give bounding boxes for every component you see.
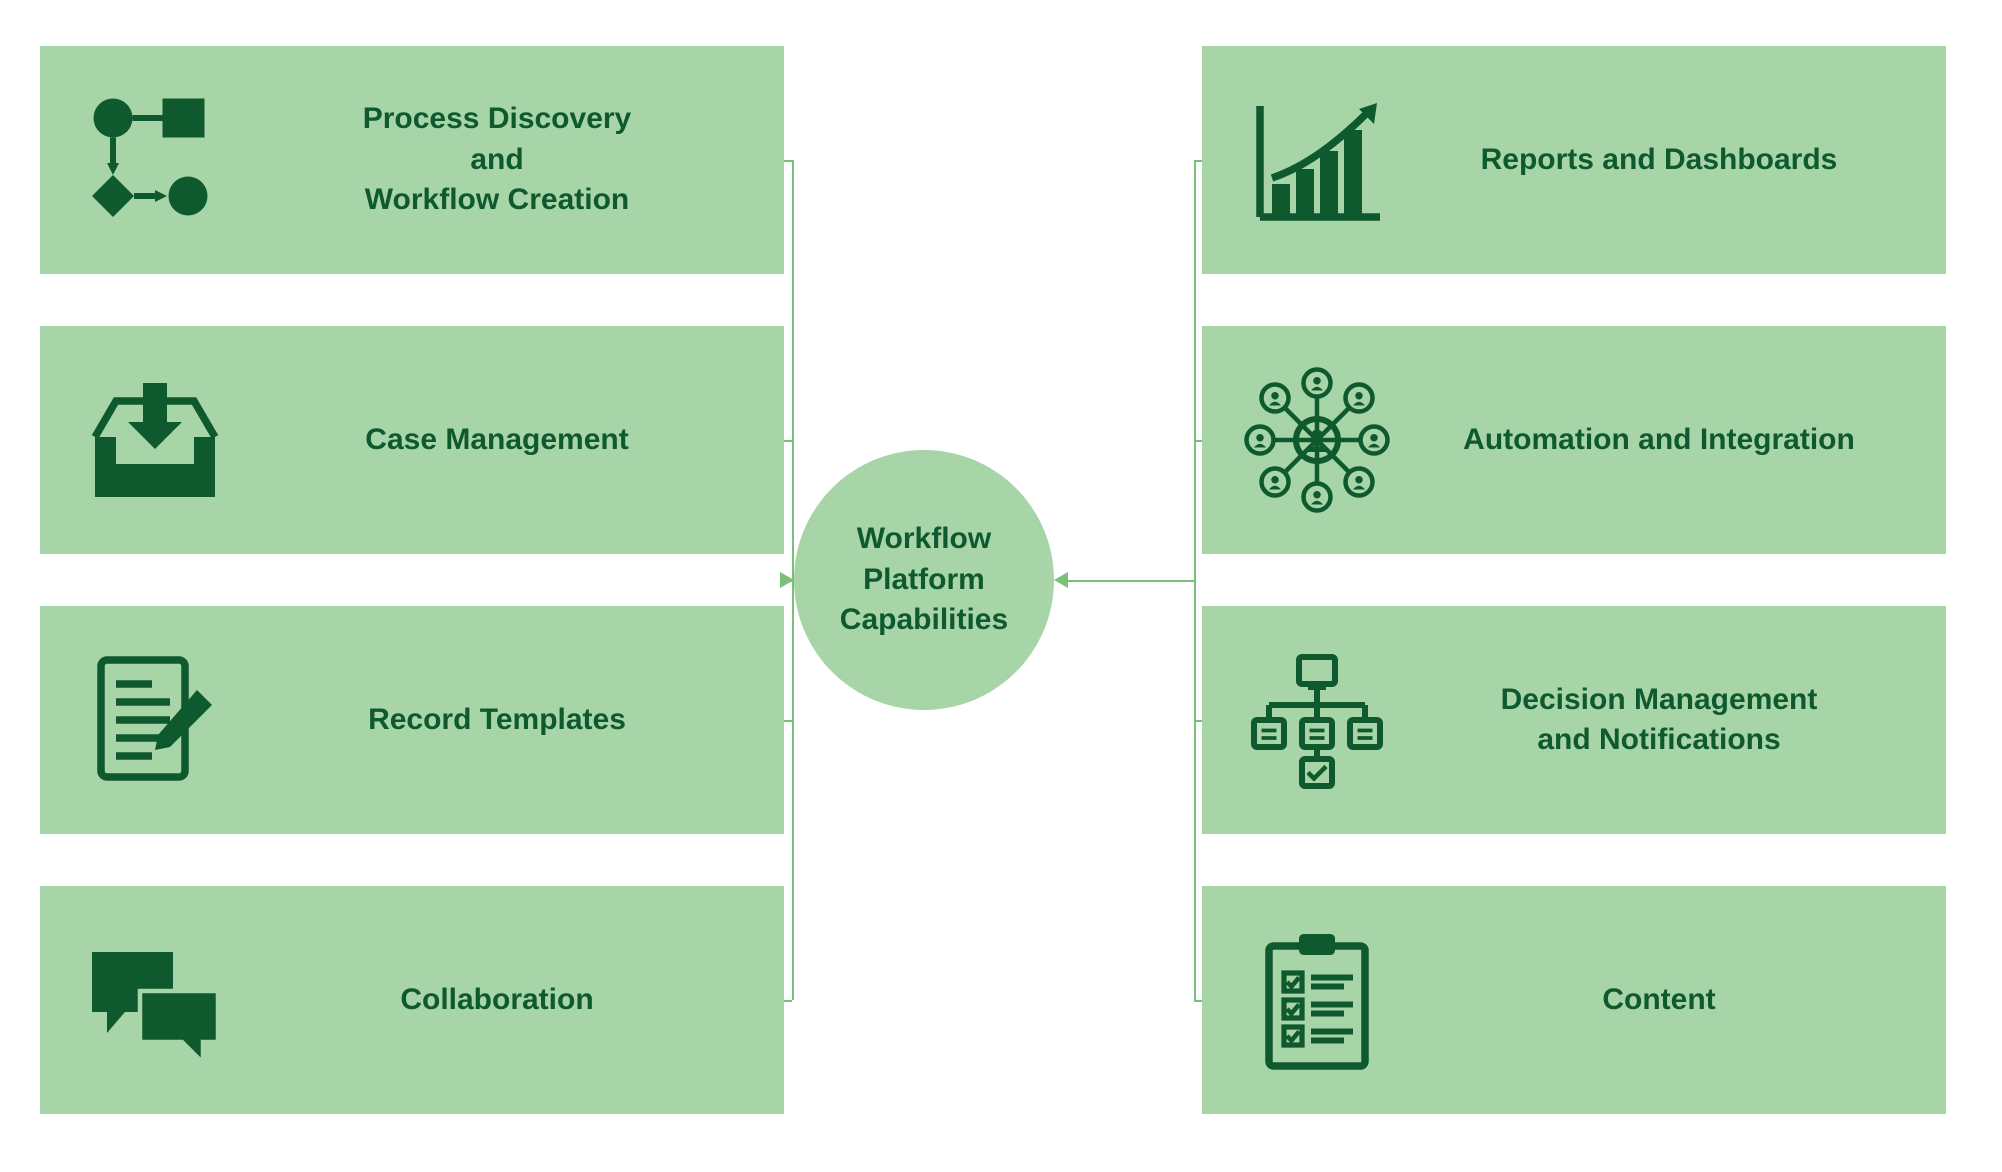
stub-left [780,580,792,582]
card-right-2-label: Decision Managementand Notifications [1402,680,1916,761]
connector-left-1 [784,440,792,442]
center-hub: Workflow PlatformCapabilities [794,450,1054,710]
card-left-1: Case Management [40,326,784,554]
card-right-3-label: Content [1402,980,1916,1021]
template-icon [70,645,240,795]
card-right-1-label: Automation and Integration [1402,420,1916,461]
card-right-1: Automation and Integration [1202,326,1946,554]
bus-right [1194,160,1196,1000]
card-right-0-label: Reports and Dashboards [1402,140,1916,181]
stub-right [1068,580,1194,582]
card-left-0: Process DiscoveryandWorkflow Creation [40,46,784,274]
connector-left-0 [784,160,792,162]
clipboard-icon [1232,925,1402,1075]
card-right-0: Reports and Dashboards [1202,46,1946,274]
tree-icon [1232,645,1402,795]
card-left-1-label: Case Management [240,420,754,461]
inbox-icon [70,365,240,515]
center-hub-label: Workflow PlatformCapabilities [794,519,1054,641]
connector-right-3 [1194,1000,1202,1002]
connector-left-3 [784,1000,792,1002]
network-icon [1232,365,1402,515]
workflow-capabilities-diagram: Workflow PlatformCapabilities Process Di… [0,0,2002,1172]
flowchart-icon [70,85,240,235]
arrow-right [1054,572,1068,588]
card-left-3: Collaboration [40,886,784,1114]
chat-icon [70,925,240,1075]
card-right-3: Content [1202,886,1946,1114]
connector-left-2 [784,720,792,722]
bus-left [792,160,794,1000]
card-right-2: Decision Managementand Notifications [1202,606,1946,834]
dashboard-icon [1232,85,1402,235]
card-left-2-label: Record Templates [240,700,754,741]
card-left-3-label: Collaboration [240,980,754,1021]
card-left-2: Record Templates [40,606,784,834]
card-left-0-label: Process DiscoveryandWorkflow Creation [240,99,754,221]
